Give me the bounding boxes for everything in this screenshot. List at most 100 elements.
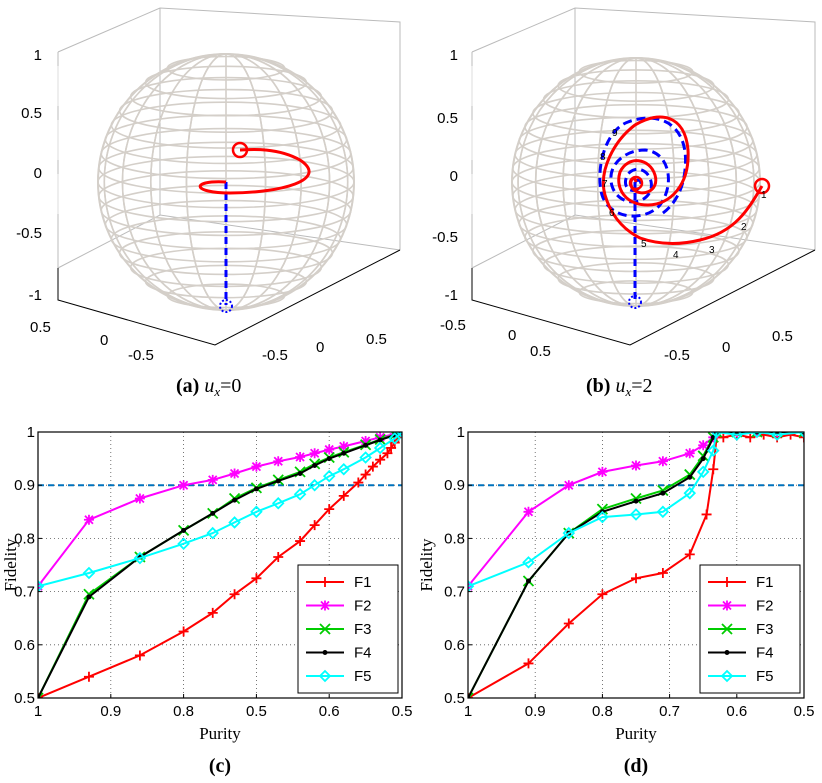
data-point [698,440,709,451]
data-point [751,432,763,438]
legend-label: F5 [354,668,372,685]
panel-c-caption: (c) [209,755,231,777]
sphere-outline [511,57,761,307]
data-point [734,432,740,435]
data-point [799,432,804,443]
data-point [338,441,349,452]
z-tick: -0.5 [16,225,42,242]
panel-b-bloch-sphere: 1 0.5 0 -0.5 -1 -0.5 0 0.5 -0.5 0 0.5 1 … [432,7,816,364]
panel-a-trajectory [198,141,311,313]
data-point [683,486,697,500]
data-point [375,432,386,443]
data-point [382,448,393,459]
x-tick-label: 0.5 [794,703,815,720]
legend-item: F3 [306,621,372,638]
legend-item: F4 [306,645,372,662]
data-point [271,497,285,510]
y-tick-label: 0.8 [14,530,35,547]
data-point [774,432,780,435]
x-tick-label: 0.5 [246,703,267,720]
data-point [293,487,307,501]
data-point [718,432,729,443]
legend-item: F5 [306,668,372,685]
data-point [523,506,534,517]
step-number: 5 [641,239,647,250]
data-point [522,556,535,569]
data-point [754,432,760,435]
panel-b-caption: (b) ux=2 [586,375,653,399]
data-point [232,497,238,503]
z-tick: -0.5 [432,229,458,246]
panel-c-axes-box [37,431,403,699]
legend-label: F4 [756,645,774,662]
data-point [684,448,695,459]
x-tick: 0 [100,332,108,349]
data-point [319,623,331,635]
z-tick: 0.5 [21,105,42,122]
panel-a-box [57,7,401,346]
data-point [798,432,804,438]
y-tick-label: 0.7 [444,584,465,601]
data-point [745,432,756,443]
x-tick-label: 0.8 [173,703,194,720]
data-point [596,503,609,515]
data-point [341,450,347,456]
y-tick: 0.5 [772,328,793,345]
data-point [599,509,605,515]
legend-item: F2 [306,598,372,615]
data-point [468,580,475,593]
data-point [720,669,734,683]
red-start-circle [231,141,249,159]
x-tick-label: 0.6 [319,703,340,720]
panel-b-sphere-mesh [511,57,761,307]
data-point [295,452,306,463]
panel-b-step-numbers: 1 2 3 4 5 6 7 8 9 [600,128,767,261]
data-point [468,692,474,698]
data-point [563,480,574,491]
data-point [701,509,712,520]
panel-a-caption: (a) ux=0 [176,375,241,399]
data-point [525,578,531,584]
legend-label: F3 [756,621,774,638]
series-f2 [468,432,804,592]
panel-c-chart: 1 0.9 0.8 0.5 0.6 0.50.50.60.70.80.91 Purity … [1,424,412,777]
y-tick: 0.5 [366,331,387,348]
blue-start-circle [219,299,233,313]
data-point [359,451,372,464]
data-point [318,669,332,683]
data-point [250,505,263,519]
red-trajectory [198,147,311,195]
z-tick: 0.5 [437,110,458,127]
legend-item: F1 [708,574,774,591]
red-spiral [602,115,764,245]
x-tick: -0.5 [440,317,466,334]
z-tick: 0 [450,168,458,185]
data-point [320,577,330,587]
data-point [700,456,706,462]
step-number: 4 [673,250,679,261]
sphere-outline [97,53,355,311]
data-point [631,460,641,471]
data-point [633,498,639,504]
step-number: 2 [741,222,747,233]
y-tick-label: 0.6 [14,637,35,654]
data-point [312,463,318,469]
y-tick: 0 [722,339,730,356]
legend-item: F3 [708,621,774,638]
step-number: 7 [602,179,608,190]
series-f2 [38,432,402,592]
data-point [322,650,328,656]
series-f5 [38,432,402,593]
data-point [562,526,576,540]
data-point [657,567,668,578]
panel-a-z-ticks: 1 0.5 0 -0.5 -1 0.5 0 -0.5 -0.5 0 0.5 [16,47,387,364]
y-tick-label: 0.7 [14,584,35,601]
y-tick-label: 0.9 [444,477,465,494]
data-point [206,526,219,540]
data-point [563,618,574,629]
data-point [322,469,336,483]
data-point [326,456,332,462]
panel-d-caption: (d) [624,755,648,777]
data-point [324,444,335,455]
x-tick-label: 1 [34,703,42,720]
